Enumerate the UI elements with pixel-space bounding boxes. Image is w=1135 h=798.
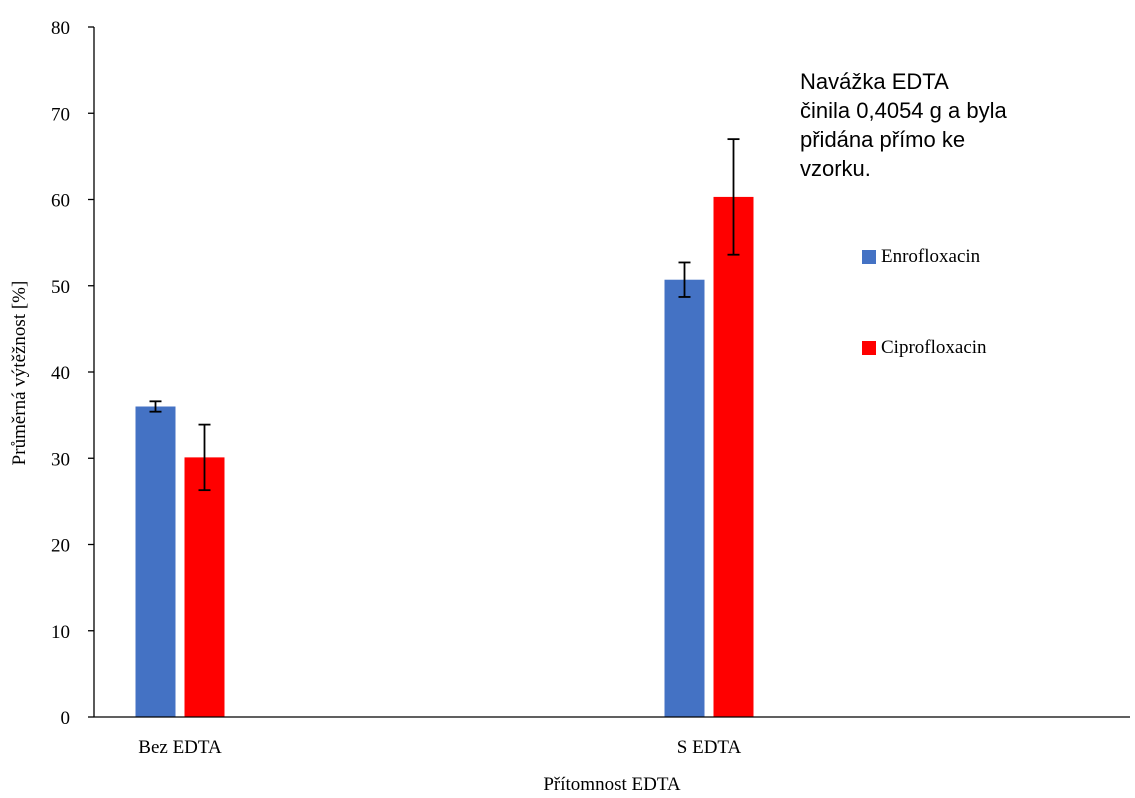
annotation-line: vzorku. bbox=[800, 156, 871, 181]
y-tick-label: 0 bbox=[61, 708, 71, 729]
legend-item-enrofloxacin: Enrofloxacin bbox=[862, 246, 980, 268]
y-tick-label: 10 bbox=[51, 622, 70, 643]
annotation-line: Navážka EDTA bbox=[800, 69, 949, 94]
y-axis-title: Průměrná výtěžnost [%] bbox=[9, 281, 30, 466]
y-tick-label: 40 bbox=[51, 363, 70, 384]
legend-item-ciprofloxacin: Ciprofloxacin bbox=[862, 337, 987, 359]
y-tick-label: 50 bbox=[51, 277, 70, 298]
x-tick-label: Bez EDTA bbox=[138, 737, 222, 758]
x-axis-labels: Bez EDTA S EDTA bbox=[138, 737, 741, 758]
legend-swatch bbox=[862, 250, 876, 264]
error-bars bbox=[149, 138, 740, 492]
legend-swatch bbox=[862, 341, 876, 355]
chart-annotation: Navážka EDTA činila 0,4054 g a byla přid… bbox=[800, 67, 1060, 183]
bar-enrofloxacin-2 bbox=[664, 279, 705, 717]
x-axis-title: Přítomnost EDTA bbox=[543, 774, 681, 795]
legend-label: Ciprofloxacin bbox=[881, 337, 987, 358]
y-tick-label: 80 bbox=[51, 18, 70, 39]
y-tick-label: 20 bbox=[51, 536, 70, 557]
bars bbox=[135, 196, 754, 718]
y-tick-label: 30 bbox=[51, 449, 70, 470]
bar-enrofloxacin-1 bbox=[135, 406, 176, 717]
y-tick-label: 60 bbox=[51, 191, 70, 212]
x-tick-label: S EDTA bbox=[677, 737, 742, 758]
legend-label: Enrofloxacin bbox=[881, 246, 981, 267]
annotation-line: přidána přímo ke bbox=[800, 127, 966, 152]
y-axis-ticks: 0 10 20 30 40 50 60 70 80 bbox=[51, 18, 94, 729]
bar-ciprofloxacin-2 bbox=[713, 196, 754, 718]
annotation-line: činila 0,4054 g a byla bbox=[800, 98, 1007, 123]
bar-ciprofloxacin-1 bbox=[184, 457, 225, 717]
y-tick-label: 70 bbox=[51, 104, 70, 125]
